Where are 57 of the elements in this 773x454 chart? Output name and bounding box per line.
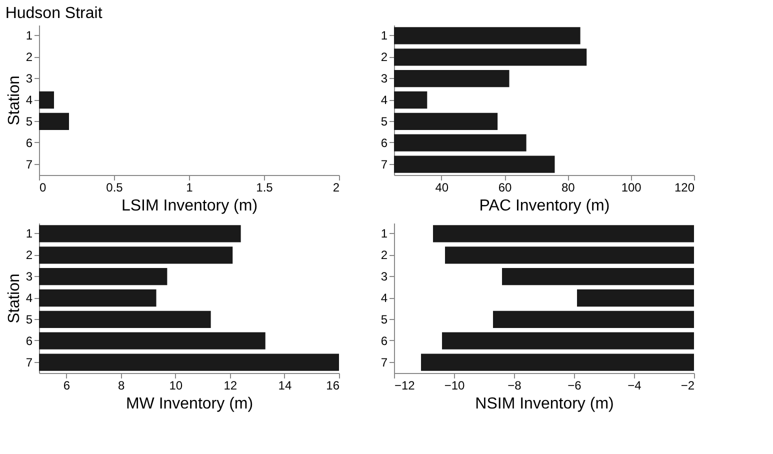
x-tick-label: 0 bbox=[40, 180, 46, 194]
y-tick-label: 3 bbox=[380, 270, 388, 284]
x-tick-label: 100 bbox=[621, 180, 642, 194]
y-axis-title: Station bbox=[6, 274, 23, 324]
x-tick-label: 1 bbox=[186, 180, 194, 194]
x-tick-label: 16 bbox=[326, 378, 340, 392]
y-tick-label: 4 bbox=[380, 93, 388, 107]
x-tick-label: 1.5 bbox=[256, 180, 274, 194]
y-tick-label: 5 bbox=[380, 312, 388, 326]
x-tick-label: 12 bbox=[224, 378, 238, 392]
y-tick-label: 1 bbox=[380, 226, 388, 241]
y-tick-label: 6 bbox=[26, 136, 33, 150]
x-tick-label: 120 bbox=[674, 180, 695, 194]
y-tick-label: 3 bbox=[26, 270, 33, 284]
chart-title: Hudson Strait bbox=[5, 5, 103, 22]
y-tick-label: 5 bbox=[380, 114, 388, 128]
y-tick-label: 2 bbox=[380, 50, 388, 64]
x-axis-title: NSIM Inventory (m) bbox=[475, 396, 614, 412]
y-tick-label: 4 bbox=[380, 291, 388, 305]
y-tick-label: 2 bbox=[380, 248, 388, 262]
y-tick-label: 2 bbox=[26, 50, 33, 64]
x-axis-title: MW Inventory (m) bbox=[126, 396, 254, 412]
x-tick-label: −4 bbox=[628, 378, 642, 392]
x-axis-title: LSIM Inventory (m) bbox=[121, 198, 258, 214]
y-tick-label: 6 bbox=[26, 334, 33, 348]
x-tick-label: 14 bbox=[278, 378, 292, 392]
y-tick-label: 5 bbox=[26, 114, 33, 128]
x-axis-title: PAC Inventory (m) bbox=[479, 198, 610, 214]
y-tick-label: 4 bbox=[26, 93, 33, 107]
x-tick-label: 2 bbox=[332, 180, 340, 194]
x-tick-label: 6 bbox=[63, 378, 70, 392]
x-tick-label: −8 bbox=[508, 378, 522, 392]
y-tick-label: 5 bbox=[26, 312, 33, 326]
y-tick-label: 1 bbox=[26, 28, 33, 43]
x-tick-label: 40 bbox=[435, 180, 449, 194]
y-tick-label: 4 bbox=[26, 291, 33, 305]
y-tick-label: 7 bbox=[380, 355, 388, 370]
y-tick-label: 2 bbox=[26, 248, 33, 262]
x-tick-label: 10 bbox=[169, 378, 183, 392]
y-tick-label: 6 bbox=[380, 334, 388, 348]
y-tick-label: 7 bbox=[26, 157, 33, 172]
y-axis-title: Station bbox=[6, 76, 23, 126]
y-tick-label: 7 bbox=[26, 355, 33, 370]
x-tick-label: 0.5 bbox=[106, 180, 124, 194]
x-tick-label: −6 bbox=[568, 378, 582, 392]
y-tick-label: 3 bbox=[380, 72, 388, 86]
x-tick-label: −2 bbox=[680, 378, 695, 392]
y-tick-label: 6 bbox=[380, 136, 388, 150]
y-tick-label: 1 bbox=[380, 28, 388, 43]
x-tick-label: 80 bbox=[562, 180, 576, 194]
x-tick-label: 60 bbox=[498, 180, 512, 194]
x-tick-label: −10 bbox=[444, 378, 465, 392]
y-tick-label: 1 bbox=[26, 226, 33, 241]
x-tick-label: 8 bbox=[118, 378, 125, 392]
x-tick-label: −12 bbox=[394, 378, 416, 392]
y-tick-label: 3 bbox=[26, 72, 33, 86]
y-tick-label: 7 bbox=[380, 157, 388, 172]
